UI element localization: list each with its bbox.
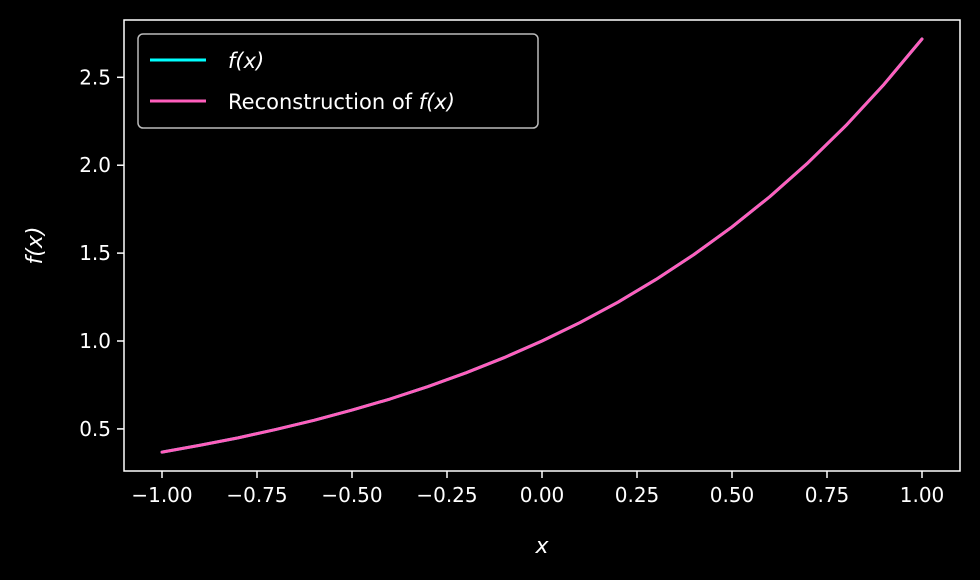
- plot-frame: [123, 19, 961, 472]
- x-tick-label: 0.50: [710, 483, 755, 507]
- legend-box: [137, 33, 539, 129]
- x-tick-label: −0.25: [416, 483, 477, 507]
- series-layer: [160, 37, 924, 454]
- legend-label-0: f(x): [228, 49, 264, 73]
- y-tick-label: 2.5: [79, 65, 111, 89]
- y-axis-label: f(x): [23, 227, 48, 265]
- y-tick-label: 0.5: [79, 417, 111, 441]
- x-axis: −1.00 −0.75 −0.50 −0.25 0.00 0.25 0.50 0.75 1.00: [131, 471, 944, 507]
- x-tick-label: 0.75: [805, 483, 850, 507]
- legend-label-1: Reconstruction of f(x): [228, 90, 455, 114]
- y-tick-label: 2.0: [79, 153, 111, 177]
- y-axis: 0.5 1.0 1.5 2.0 2.5: [79, 65, 124, 441]
- x-tick-label: 1.00: [900, 483, 945, 507]
- y-tick-label: 1.5: [79, 241, 111, 265]
- x-tick-label: 0.00: [520, 483, 565, 507]
- x-axis-label: x: [534, 534, 549, 559]
- series-line-1: [160, 37, 924, 454]
- x-tick-label: −0.75: [226, 483, 287, 507]
- legend: f(x) Reconstruction of f(x): [137, 33, 539, 129]
- x-tick-label: 0.25: [615, 483, 660, 507]
- y-tick-label: 1.0: [79, 329, 111, 353]
- x-tick-label: −1.00: [131, 483, 192, 507]
- x-tick-label: −0.50: [321, 483, 382, 507]
